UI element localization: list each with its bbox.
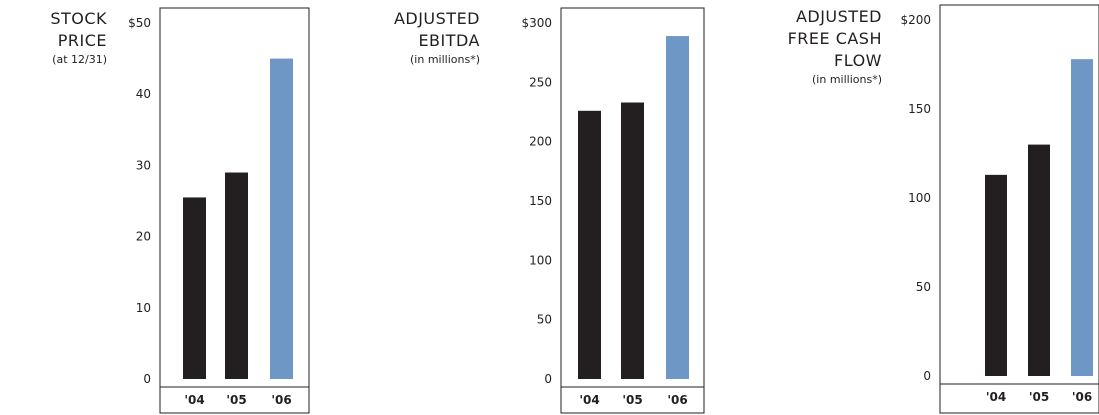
chart-2-y-tick-label: $300 — [521, 16, 552, 30]
chart-3-x-tick-label: '06 — [1072, 390, 1092, 404]
chart-2-y-tick-label: 0 — [544, 372, 552, 386]
chart-3-title-line: FLOW — [834, 51, 882, 70]
chart-2-title-line: ADJUSTED — [394, 9, 480, 28]
chart-1-y-tick-label: $50 — [128, 16, 151, 30]
chart-2-y-tick-label: 200 — [529, 135, 552, 149]
chart-3-title-line: FREE CASH — [788, 29, 882, 48]
chart-2-bar-05 — [621, 102, 644, 380]
chart-3-x-tick-label: '05 — [1029, 390, 1049, 404]
chart-3-y-tick-label: 50 — [916, 280, 931, 294]
chart-1-y-tick-label: 40 — [136, 87, 151, 101]
chart-1-x-tick-label: '05 — [226, 393, 246, 407]
chart-1-y-tick-label: 10 — [136, 301, 151, 315]
chart-1-y-tick-label: 20 — [136, 230, 151, 244]
chart-3-y-tick-label: $200 — [900, 13, 931, 27]
chart-1-subtitle: (at 12/31) — [52, 53, 107, 66]
chart-2-bar-04 — [578, 110, 601, 380]
chart-2-bar-06 — [666, 36, 689, 379]
chart-1-bar-06 — [270, 58, 293, 379]
chart-3-frame — [939, 4, 1099, 414]
chart-1-frame — [159, 7, 310, 414]
chart-2-x-tick-label: '05 — [622, 393, 642, 407]
chart-2-x-tick-label: '04 — [579, 393, 599, 407]
chart-3-subtitle: (in millions*) — [812, 73, 882, 86]
chart-3-x-tick-label: '04 — [986, 390, 1006, 404]
chart-1-y-tick-label: 0 — [143, 372, 151, 386]
chart-3-y-tick-label: 0 — [923, 369, 931, 383]
chart-1-y-tick-label: 30 — [136, 158, 151, 172]
chart-3-y-tick-label: 100 — [908, 191, 931, 205]
chart-1-x-tick-label: '06 — [271, 393, 291, 407]
chart-1-bar-05 — [225, 172, 248, 379]
chart-2-title-line: EBITDA — [418, 31, 480, 50]
chart-3-bar-06 — [1071, 59, 1093, 376]
chart-3-bar-04 — [985, 174, 1007, 376]
chart-3-title-line: ADJUSTED — [796, 7, 882, 26]
chart-2-y-tick-label: 250 — [529, 75, 552, 89]
chart-1-title-line: PRICE — [58, 31, 107, 50]
chart-1-bar-04 — [183, 197, 206, 379]
chart-1-title-line: STOCK — [50, 9, 107, 28]
chart-3-y-tick-label: 150 — [908, 102, 931, 116]
chart-2-y-tick-label: 50 — [537, 313, 552, 327]
chart-1-x-tick-label: '04 — [184, 393, 204, 407]
chart-2-x-tick-label: '06 — [667, 393, 687, 407]
chart-2-y-tick-label: 150 — [529, 194, 552, 208]
chart-3-bar-05 — [1028, 144, 1050, 376]
chart-2-frame — [560, 7, 705, 414]
chart-2-y-tick-label: 100 — [529, 253, 552, 267]
chart-2-subtitle: (in millions*) — [410, 53, 480, 66]
